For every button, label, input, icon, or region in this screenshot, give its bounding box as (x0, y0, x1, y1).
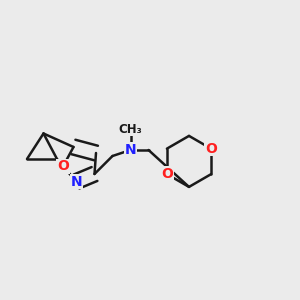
Text: O: O (205, 142, 217, 156)
Text: N: N (71, 175, 82, 188)
Text: CH₃: CH₃ (118, 122, 142, 136)
Text: N: N (125, 143, 136, 157)
Text: O: O (57, 160, 69, 173)
Text: O: O (161, 167, 173, 181)
